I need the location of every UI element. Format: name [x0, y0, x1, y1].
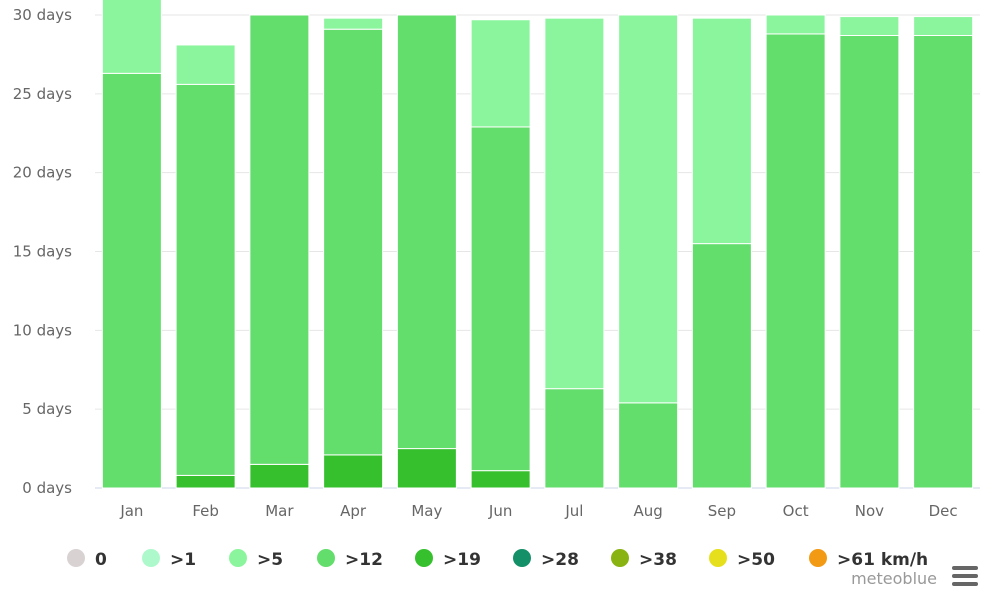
- legend-item[interactable]: 0: [67, 549, 107, 570]
- bar-segment[interactable]: [544, 388, 605, 489]
- x-tick-label: Oct: [783, 502, 809, 520]
- credit-logo[interactable]: meteoblue: [851, 569, 937, 588]
- legend-swatch: [142, 549, 160, 567]
- x-tick-label: Jun: [488, 502, 512, 520]
- bar-segment[interactable]: [396, 14, 457, 450]
- bar-segment[interactable]: [470, 126, 531, 472]
- legend-swatch: [809, 549, 827, 567]
- bar-segment[interactable]: [839, 34, 900, 489]
- legend-item[interactable]: >38: [611, 549, 677, 570]
- x-tick-label: Feb: [192, 502, 219, 520]
- grid-lines: [95, 14, 980, 489]
- y-tick-label: 10 days: [13, 321, 72, 339]
- bar-segment[interactable]: [839, 16, 900, 36]
- x-tick-label: Jul: [564, 502, 583, 520]
- bar-segment[interactable]: [101, 0, 162, 74]
- legend-item[interactable]: >28: [513, 549, 579, 570]
- bar-segment[interactable]: [175, 83, 236, 476]
- x-tick-label: Dec: [929, 502, 958, 520]
- x-tick-label: Nov: [855, 502, 884, 520]
- x-axis-ticks: Jan Feb Mar Apr May Jun Jul Aug Sep Oct Nov Dec: [119, 502, 957, 520]
- bar-segment[interactable]: [691, 243, 752, 489]
- bar-segment[interactable]: [175, 44, 236, 85]
- bar-segment[interactable]: [544, 17, 605, 390]
- legend-label: >19: [443, 550, 481, 570]
- legend-item[interactable]: >19: [415, 549, 481, 570]
- bar-segment[interactable]: [618, 14, 679, 404]
- bar-segment[interactable]: [249, 14, 310, 465]
- bars: [101, 0, 974, 489]
- legend-item[interactable]: >50: [709, 549, 775, 570]
- bar-segment[interactable]: [249, 463, 310, 489]
- x-tick-label: Apr: [340, 502, 367, 520]
- bar-segment[interactable]: [101, 72, 162, 489]
- y-tick-label: 20 days: [13, 164, 72, 182]
- legend-swatch: [67, 549, 85, 567]
- bar-segment[interactable]: [175, 474, 236, 489]
- legend-label: >12: [345, 550, 383, 570]
- bar-segment[interactable]: [913, 34, 974, 489]
- bar-segment[interactable]: [913, 16, 974, 36]
- menu-bar-bottom: [952, 582, 978, 586]
- legend-swatch: [415, 549, 433, 567]
- y-tick-label: 0 days: [22, 479, 72, 497]
- bar-segment[interactable]: [323, 17, 384, 30]
- x-tick-label: Sep: [708, 502, 736, 520]
- x-tick-label: Mar: [265, 502, 294, 520]
- bar-segment[interactable]: [618, 402, 679, 489]
- bar-segment[interactable]: [470, 470, 531, 489]
- legend-label: >61 km/h: [837, 550, 928, 570]
- bar-segment[interactable]: [470, 19, 531, 128]
- legend: 0 >1 >5 >12 >19 >28 >38 >50 >61 km/h: [67, 549, 928, 570]
- legend-label: >28: [541, 550, 579, 570]
- x-tick-label: May: [411, 502, 442, 520]
- bar-segment[interactable]: [323, 28, 384, 456]
- y-tick-label: 15 days: [13, 243, 72, 261]
- menu-bar-middle: [952, 574, 978, 578]
- menu-bar-top: [952, 566, 978, 570]
- legend-label: >5: [257, 550, 283, 570]
- bar-segment[interactable]: [691, 17, 752, 245]
- legend-label: 0: [95, 550, 107, 570]
- legend-label: >1: [170, 550, 196, 570]
- legend-item[interactable]: >61 km/h: [809, 549, 928, 570]
- legend-label: >38: [639, 550, 677, 570]
- legend-swatch: [317, 549, 335, 567]
- legend-item[interactable]: >5: [229, 549, 283, 570]
- y-tick-label: 30 days: [13, 6, 72, 24]
- y-tick-label: 5 days: [22, 400, 72, 418]
- x-tick-label: Jan: [119, 502, 143, 520]
- legend-swatch: [229, 549, 247, 567]
- x-tick-label: Aug: [633, 502, 662, 520]
- hamburger-menu-icon[interactable]: [952, 566, 978, 588]
- bar-segment[interactable]: [765, 33, 826, 489]
- legend-item[interactable]: >12: [317, 549, 383, 570]
- y-axis-ticks: 0 days 5 days 10 days 15 days 20 days 25 days…: [13, 6, 72, 497]
- bar-segment[interactable]: [765, 14, 826, 35]
- bar-segment[interactable]: [323, 454, 384, 489]
- y-tick-label: 25 days: [13, 85, 72, 103]
- legend-label: >50: [737, 550, 775, 570]
- legend-swatch: [709, 549, 727, 567]
- legend-swatch: [611, 549, 629, 567]
- legend-item[interactable]: >1: [142, 549, 196, 570]
- legend-swatch: [513, 549, 531, 567]
- bar-segment[interactable]: [396, 448, 457, 489]
